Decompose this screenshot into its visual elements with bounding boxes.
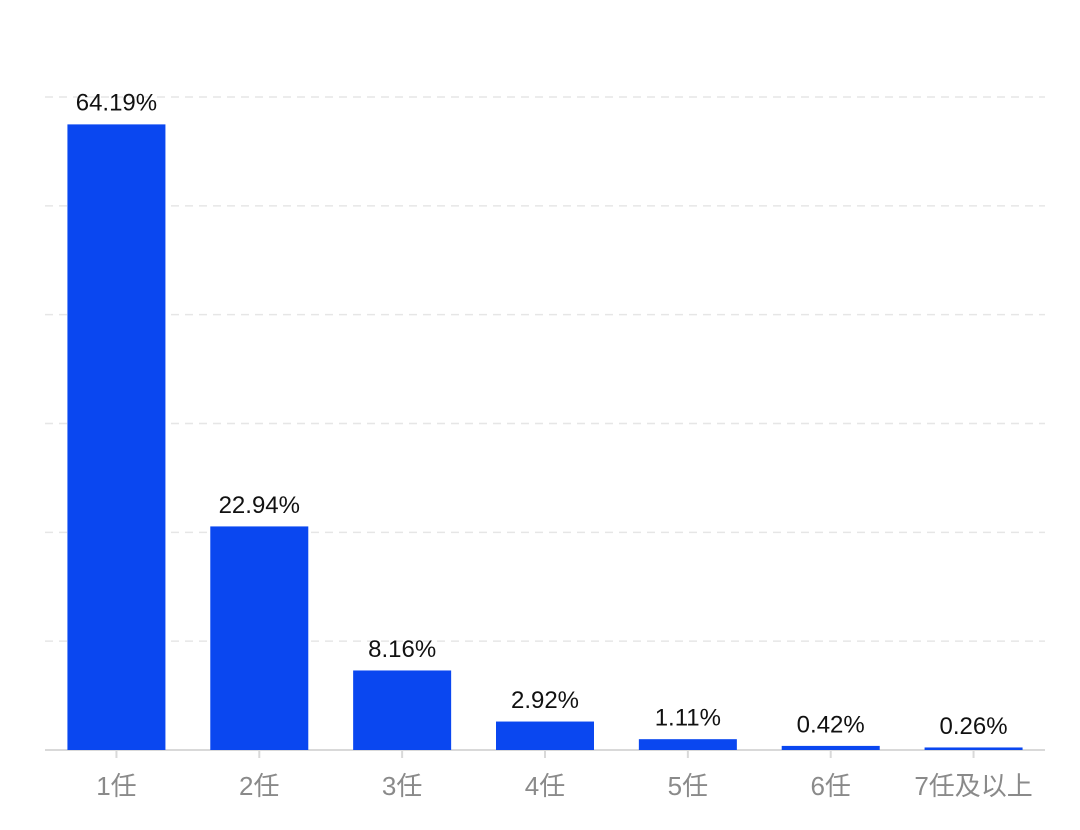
bar (353, 670, 452, 750)
x-tick-label: 7任及以上 (914, 771, 1032, 801)
x-tick-label: 2任 (239, 771, 279, 801)
x-tick-label: 4任 (525, 771, 565, 801)
x-tick-label: 1任 (96, 771, 136, 801)
value-label: 0.26% (940, 713, 1008, 740)
bar (924, 747, 1023, 750)
value-label: 64.19% (76, 90, 157, 117)
bar (638, 739, 737, 750)
value-label: 1.11% (655, 705, 721, 732)
x-tick-label: 6任 (810, 771, 850, 801)
value-label: 22.94% (219, 492, 300, 519)
bar (496, 721, 594, 750)
bar (210, 526, 309, 750)
value-label: 8.16% (368, 636, 436, 663)
x-tick-label: 3任 (382, 771, 422, 801)
bar (781, 745, 880, 750)
x-tick-label: 5任 (668, 771, 708, 801)
value-label: 0.42% (797, 711, 865, 738)
value-label: 2.92% (511, 687, 579, 714)
bar (67, 124, 166, 750)
